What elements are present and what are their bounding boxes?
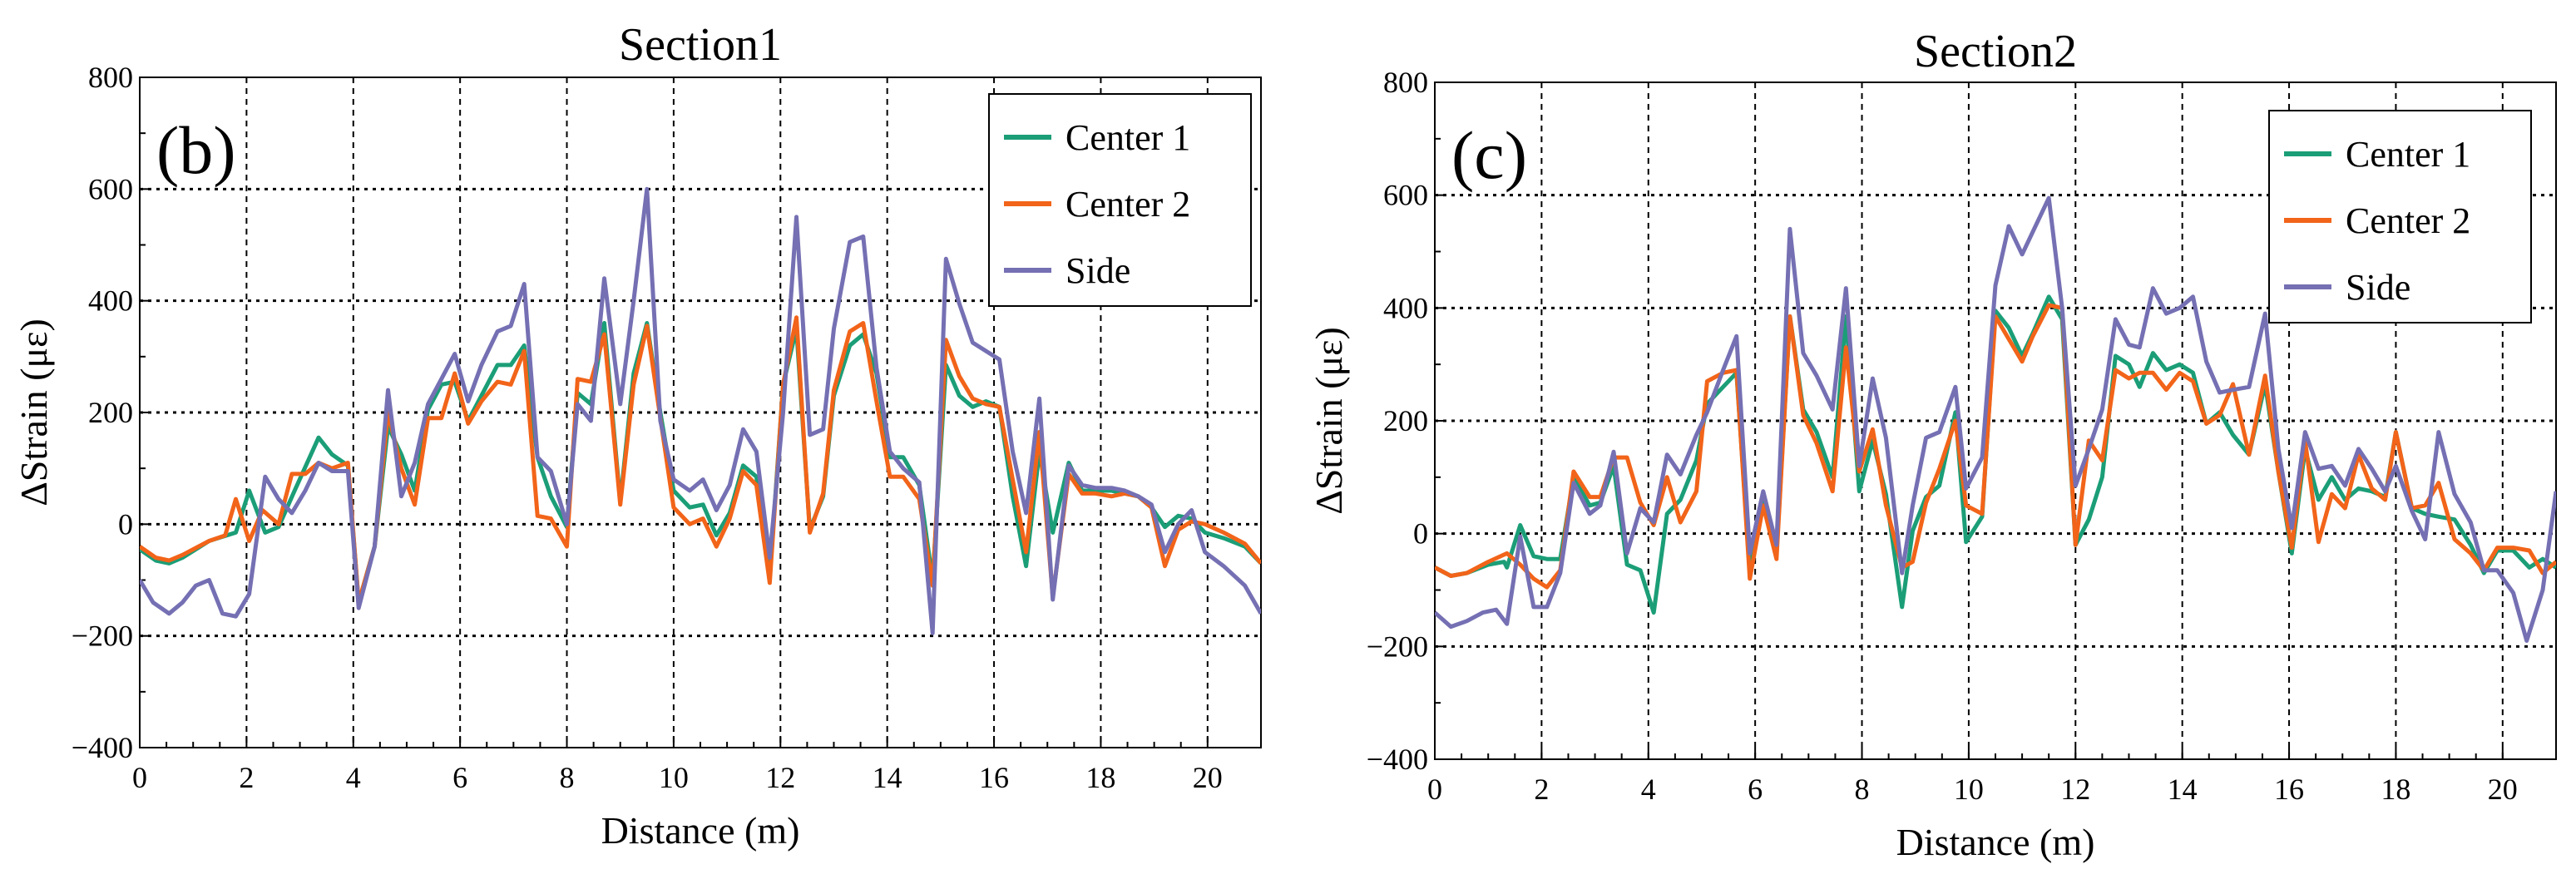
series-line-side <box>140 186 1261 635</box>
x-tick-label: 18 <box>2381 773 2410 806</box>
y-tick-label: 400 <box>88 284 133 318</box>
x-tick-label: 2 <box>1534 773 1549 806</box>
x-tick-label: 6 <box>1748 773 1763 806</box>
y-axis-label: ΔStrain (με) <box>12 319 55 506</box>
x-tick-label: 12 <box>765 761 795 794</box>
panel-label: (c) <box>1451 117 1527 193</box>
x-tick-label: 0 <box>1427 773 1442 806</box>
y-tick-label: −400 <box>72 731 133 764</box>
y-tick-label: 600 <box>88 172 133 205</box>
x-tick-label: 8 <box>560 761 575 794</box>
x-tick-label: 6 <box>452 761 467 794</box>
legend-label: Center 1 <box>2346 134 2470 175</box>
series-line-center-1 <box>140 321 1261 605</box>
legend-label: Center 2 <box>1066 184 1190 225</box>
x-axis-label: Distance (m) <box>1896 821 2095 863</box>
legend: Center 1 Center 2 Side <box>988 93 1252 307</box>
x-tick-label: 16 <box>2274 773 2304 806</box>
x-tick-label: 10 <box>659 761 689 794</box>
legend: Center 1 Center 2 Side <box>2268 110 2532 323</box>
x-tick-label: 18 <box>1085 761 1115 794</box>
y-tick-label: 200 <box>88 396 133 429</box>
legend-label: Side <box>1066 250 1130 291</box>
x-tick-label: 4 <box>346 761 361 794</box>
panel-label: (b) <box>156 112 236 188</box>
y-axis-label: ΔStrain (με) <box>1308 327 1350 515</box>
x-axis-label: Distance (m) <box>601 809 800 852</box>
x-tick-label: 20 <box>2488 773 2518 806</box>
x-tick-label: 8 <box>1855 773 1870 806</box>
y-tick-label: 0 <box>118 507 133 541</box>
chart-section2: 0 2 4 6 8 10 12 14 16 18 20 −400 −200 0 200 400 600 800 Se… <box>1308 26 2557 863</box>
x-tick-label: 14 <box>2168 773 2198 806</box>
y-tick-label: 400 <box>1383 291 1428 324</box>
x-tick-label: 4 <box>1641 773 1656 806</box>
plot-frame <box>1434 81 2557 760</box>
legend-label: Center 2 <box>2346 200 2470 241</box>
y-tick-label: 800 <box>1383 66 1428 99</box>
y-tick-label: 600 <box>1383 179 1428 212</box>
x-tick-label: 2 <box>239 761 254 794</box>
series-line-center-2 <box>1435 303 2556 590</box>
chart-title: Section2 <box>1914 26 2077 77</box>
legend-label: Side <box>2346 267 2410 308</box>
y-tick-label: 800 <box>88 61 133 94</box>
y-tick-label: −400 <box>1367 743 1428 776</box>
y-tick-label: −200 <box>72 620 133 653</box>
chart-section1: 0 2 4 6 8 10 12 14 16 18 20 −400 −200 0 200 400 600 800 Se… <box>12 19 1262 852</box>
chart-title: Section1 <box>619 19 782 71</box>
x-tick-label: 0 <box>132 761 147 794</box>
x-tick-label: 14 <box>873 761 902 794</box>
y-tick-label: 200 <box>1383 404 1428 437</box>
series-line-side <box>1435 195 2556 643</box>
legend-label: Center 1 <box>1066 117 1190 158</box>
y-tick-label: −200 <box>1367 630 1428 663</box>
plot-frame <box>139 77 1262 748</box>
x-tick-label: 12 <box>2060 773 2090 806</box>
x-tick-label: 16 <box>979 761 1009 794</box>
x-tick-label: 20 <box>1193 761 1223 794</box>
x-tick-label: 10 <box>1954 773 1984 806</box>
y-tick-label: 0 <box>1413 517 1428 551</box>
